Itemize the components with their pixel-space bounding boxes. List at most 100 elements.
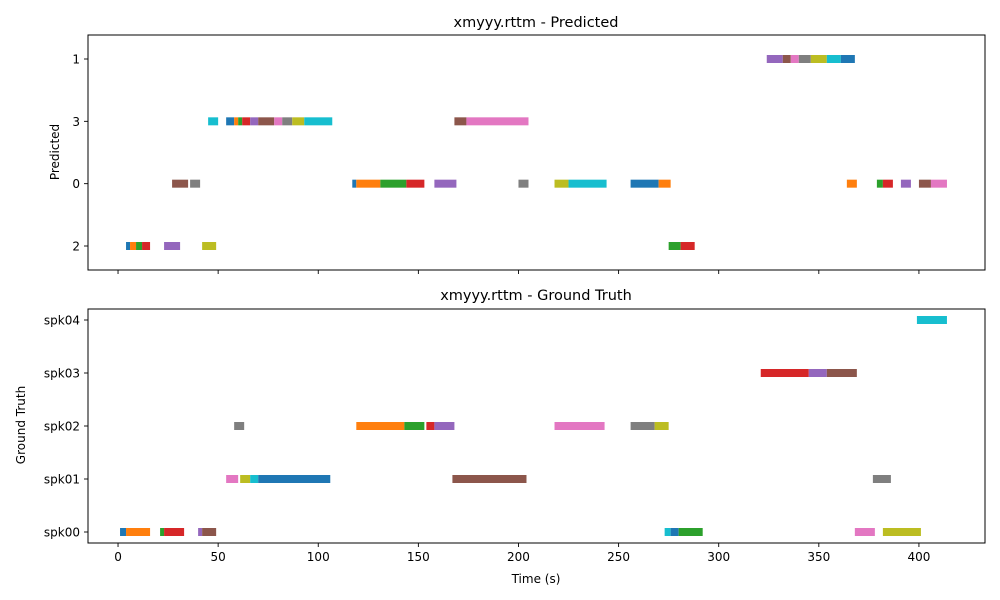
ground-truth-title: xmyyy.rttm - Ground Truth <box>440 288 632 304</box>
predicted-ytick-label: 0 <box>72 177 80 191</box>
ground-truth-xtick-label: 150 <box>407 550 430 564</box>
ground-truth-segment <box>426 422 435 430</box>
predicted-segment <box>126 242 131 250</box>
predicted-axes-frame <box>87 34 986 271</box>
ground-truth-segment <box>882 528 921 536</box>
predicted-segment <box>876 179 883 188</box>
predicted-segment <box>568 179 607 188</box>
ground-truth-segment <box>554 422 605 430</box>
predicted-segment <box>226 117 235 126</box>
predicted-segment <box>630 179 659 188</box>
predicted-segment <box>680 242 695 250</box>
predicted-segment <box>918 179 931 188</box>
predicted-segment <box>190 179 201 188</box>
ground-truth-xtick-label: 50 <box>211 550 226 564</box>
ground-truth-xtick-label: 100 <box>307 550 330 564</box>
ground-truth-ylabel: Ground Truth <box>14 386 28 464</box>
ground-truth-segment <box>872 475 891 483</box>
ground-truth-xtick-label: 250 <box>607 550 630 564</box>
predicted-segment <box>136 242 143 250</box>
predicted-segment <box>142 242 151 250</box>
predicted-segment <box>234 117 239 126</box>
predicted-segment <box>782 55 791 63</box>
predicted-segment <box>352 179 357 188</box>
predicted-segment <box>434 179 457 188</box>
predicted-segment <box>518 179 529 188</box>
ground-truth-segment <box>226 475 239 483</box>
predicted-segment <box>282 117 293 126</box>
predicted-ytick-label: 1 <box>72 53 80 67</box>
ground-truth-ytick-label: spk04 <box>44 314 80 328</box>
ground-truth-ytick-label: spk03 <box>44 367 80 381</box>
ground-truth-segment <box>202 528 217 536</box>
predicted-segment <box>790 55 799 63</box>
predicted-segment <box>766 55 783 63</box>
predicted-segment <box>810 55 827 63</box>
predicted-segment <box>846 179 857 188</box>
predicted-segment <box>658 179 671 188</box>
ground-truth-xtick-label: 300 <box>707 550 730 564</box>
ground-truth-segment <box>120 528 127 536</box>
predicted-segment <box>356 179 381 188</box>
predicted-segment <box>882 179 893 188</box>
ground-truth-segment <box>808 369 827 377</box>
predicted-segment <box>258 117 275 126</box>
ground-truth-segment <box>240 475 251 483</box>
predicted-segment <box>554 179 569 188</box>
predicted-segment <box>304 117 333 126</box>
ground-truth-segment <box>654 422 669 430</box>
ground-truth-segment <box>916 316 947 324</box>
predicted-segment <box>130 242 137 250</box>
predicted-segment <box>668 242 681 250</box>
ground-truth-ytick-label: spk01 <box>44 473 80 487</box>
ground-truth-segment <box>126 528 151 536</box>
ground-truth-xtick-label: 0 <box>114 550 122 564</box>
predicted-segment <box>826 55 841 63</box>
ground-truth-segment <box>198 528 203 536</box>
predicted-segment <box>274 117 283 126</box>
predicted-segment <box>238 117 243 126</box>
predicted-segment <box>930 179 947 188</box>
ground-truth-segment <box>826 369 857 377</box>
subplot-ground-truth: xmyyy.rttm - Ground Truth Ground Truth T… <box>14 288 986 586</box>
ground-truth-xtick-label: 200 <box>507 550 530 564</box>
ground-truth-ytick-label: spk02 <box>44 420 80 434</box>
ground-truth-xtick-label: 350 <box>807 550 830 564</box>
ground-truth-segment <box>434 422 455 430</box>
predicted-segment <box>454 117 467 126</box>
ground-truth-ytick-label: spk00 <box>44 526 80 540</box>
predicted-ylabel: Predicted <box>48 124 62 180</box>
predicted-segment <box>380 179 407 188</box>
predicted-segment <box>292 117 305 126</box>
ground-truth-segment <box>678 528 703 536</box>
predicted-segment <box>406 179 425 188</box>
ground-truth-segment <box>854 528 875 536</box>
ground-truth-plot-area: spk00 spk01 spk02 spk03 spk04 0 50 100 150 200 250… <box>44 308 986 564</box>
ground-truth-segment <box>404 422 425 430</box>
ground-truth-segment <box>670 528 679 536</box>
predicted-segment <box>466 117 529 126</box>
predicted-segment <box>798 55 811 63</box>
ground-truth-segment <box>760 369 809 377</box>
ground-truth-segment <box>164 528 185 536</box>
predicted-ytick-label: 3 <box>72 115 80 129</box>
ground-truth-xlabel: Time (s) <box>511 572 561 586</box>
ground-truth-segment <box>250 475 259 483</box>
ground-truth-xtick-label: 400 <box>907 550 930 564</box>
predicted-segment <box>840 55 855 63</box>
predicted-ytick-label: 2 <box>72 240 80 254</box>
predicted-segment <box>250 117 259 126</box>
ground-truth-segment <box>160 528 165 536</box>
predicted-segment <box>164 242 181 250</box>
predicted-segment <box>208 117 219 126</box>
predicted-segment <box>242 117 251 126</box>
ground-truth-segment <box>258 475 331 483</box>
predicted-segment <box>202 242 217 250</box>
ground-truth-segment <box>234 422 245 430</box>
predicted-segment <box>900 179 911 188</box>
predicted-title: xmyyy.rttm - Predicted <box>454 15 619 31</box>
